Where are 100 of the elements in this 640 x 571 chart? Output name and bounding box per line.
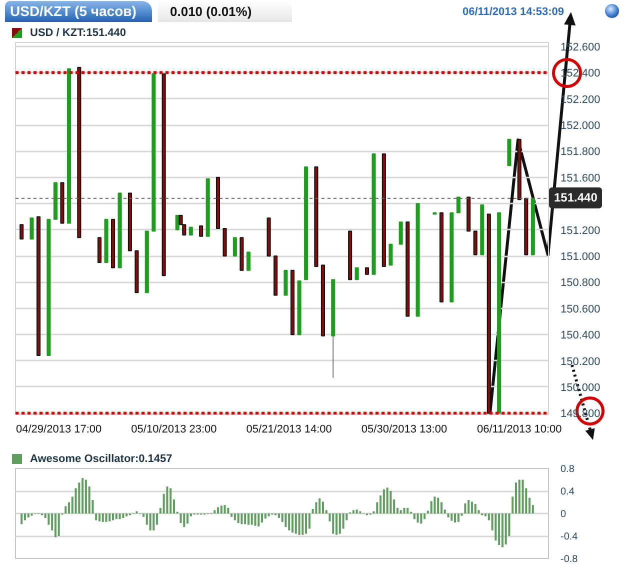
bar bbox=[54, 514, 56, 538]
candlestick bbox=[297, 280, 302, 336]
bar bbox=[305, 514, 308, 534]
candlestick bbox=[284, 270, 288, 296]
y-tick-label: -0.4 bbox=[560, 532, 578, 542]
candlestick bbox=[388, 244, 393, 266]
bar bbox=[237, 514, 240, 524]
candlestick bbox=[188, 226, 193, 236]
candlestick bbox=[486, 214, 491, 414]
bar bbox=[227, 508, 230, 514]
bar bbox=[504, 514, 507, 544]
bar bbox=[413, 514, 416, 520]
bar bbox=[498, 514, 500, 545]
bar bbox=[122, 514, 124, 518]
bar bbox=[264, 514, 266, 519]
candlestick bbox=[104, 218, 108, 264]
bar bbox=[20, 514, 23, 524]
y-tick-label: 150.600 bbox=[560, 303, 600, 316]
candlestick bbox=[497, 212, 502, 414]
bar bbox=[291, 514, 294, 533]
candlestick bbox=[530, 198, 535, 256]
bar bbox=[230, 514, 233, 517]
bar bbox=[416, 514, 419, 522]
candlestick bbox=[364, 267, 370, 275]
bar bbox=[424, 514, 426, 520]
candlestick bbox=[473, 230, 478, 256]
bar bbox=[95, 514, 98, 520]
candlestick bbox=[111, 218, 116, 268]
bar bbox=[216, 507, 220, 514]
bar bbox=[336, 514, 338, 535]
bar bbox=[118, 514, 121, 520]
bar bbox=[420, 514, 422, 524]
bar bbox=[102, 514, 104, 522]
bar bbox=[24, 514, 26, 520]
chart-subtitle: 0.010 (0.01%) bbox=[158, 1, 292, 22]
bar bbox=[224, 505, 226, 514]
bar bbox=[454, 514, 456, 522]
bar bbox=[82, 478, 84, 514]
y-tick-label: 151.600 bbox=[560, 172, 600, 184]
candlestick bbox=[304, 166, 308, 280]
bar bbox=[250, 514, 253, 525]
bar bbox=[115, 514, 118, 520]
candlestick bbox=[216, 176, 220, 229]
bar bbox=[468, 500, 470, 514]
candlestick bbox=[354, 267, 359, 280]
bar bbox=[382, 489, 385, 514]
bar bbox=[170, 488, 172, 514]
bar bbox=[447, 514, 450, 518]
candlestick bbox=[398, 221, 403, 245]
bar bbox=[434, 496, 436, 514]
bar bbox=[220, 506, 222, 514]
candlestick bbox=[240, 237, 244, 271]
y-tick-label: 150.400 bbox=[560, 330, 600, 342]
candlestick bbox=[320, 264, 325, 336]
bar bbox=[98, 514, 100, 522]
bar bbox=[105, 514, 108, 522]
candlestick bbox=[372, 153, 376, 275]
bar bbox=[352, 510, 354, 514]
legend-label: Awesome Oscillator:0.1457 bbox=[30, 453, 172, 465]
y-tick-label: 0 bbox=[560, 509, 566, 520]
bar bbox=[457, 514, 460, 522]
bar bbox=[254, 514, 256, 526]
bar bbox=[470, 502, 473, 514]
bar bbox=[288, 514, 290, 530]
candlestick bbox=[232, 237, 237, 257]
bar bbox=[294, 514, 297, 534]
candlestick bbox=[480, 204, 484, 256]
candlestick bbox=[60, 182, 64, 224]
candlestick bbox=[66, 68, 72, 224]
candlestick bbox=[450, 212, 454, 302]
bar bbox=[390, 491, 392, 514]
y-tick-label: -0.8 bbox=[560, 554, 578, 565]
bar bbox=[514, 482, 518, 514]
bar bbox=[180, 514, 182, 524]
bar bbox=[234, 514, 236, 520]
candlestick bbox=[466, 196, 471, 232]
candlestick bbox=[222, 228, 227, 257]
bar bbox=[244, 514, 246, 524]
candlestick bbox=[20, 224, 24, 240]
candlestick bbox=[77, 66, 82, 238]
bar bbox=[284, 514, 287, 527]
candlestick bbox=[46, 218, 51, 356]
candlestick bbox=[406, 221, 410, 317]
candlestick bbox=[144, 230, 149, 294]
bar bbox=[403, 508, 406, 514]
bar bbox=[437, 498, 440, 514]
candlestick bbox=[162, 73, 166, 276]
bar bbox=[302, 514, 304, 535]
x-tick-label: 05/21/2013 14:00 bbox=[246, 424, 332, 436]
candlestick bbox=[290, 270, 295, 336]
bar bbox=[126, 514, 128, 516]
candlestick bbox=[382, 153, 386, 267]
bar bbox=[84, 480, 87, 514]
candlestick bbox=[314, 166, 318, 267]
candlestick bbox=[53, 182, 58, 220]
bar bbox=[240, 514, 243, 524]
candlestick bbox=[274, 256, 278, 296]
y-tick-label: 0.4 bbox=[560, 486, 575, 498]
text: 06/11/2013 14:53:09 bbox=[462, 5, 564, 20]
y-tick-label: 0.8 bbox=[560, 464, 575, 475]
